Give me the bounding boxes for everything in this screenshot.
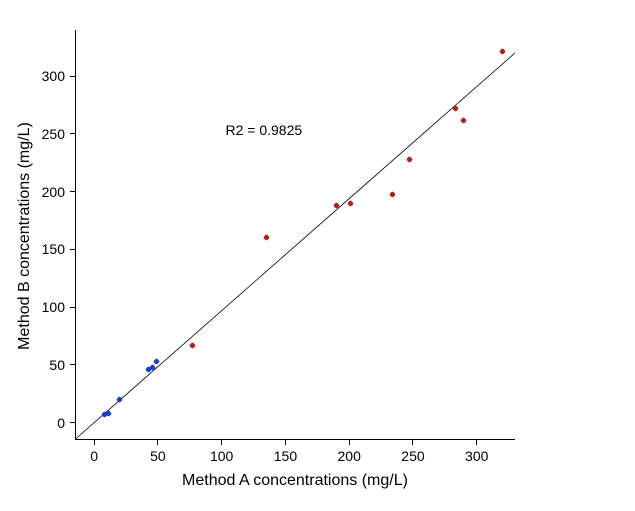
y-tick bbox=[70, 133, 75, 134]
y-tick-label: 200 bbox=[42, 184, 65, 200]
plot-border bbox=[75, 30, 515, 440]
x-tick-label: 200 bbox=[338, 448, 361, 464]
y-tick bbox=[70, 191, 75, 192]
data-point bbox=[333, 202, 340, 209]
x-tick bbox=[94, 440, 95, 445]
y-tick bbox=[70, 249, 75, 250]
y-tick bbox=[70, 307, 75, 308]
y-tick-label: 0 bbox=[57, 415, 65, 431]
data-point bbox=[406, 156, 413, 163]
x-tick-label: 250 bbox=[401, 448, 424, 464]
y-tick bbox=[70, 422, 75, 423]
plot-area: R2 = 0.9825 0501001502002503000501001502… bbox=[75, 30, 515, 440]
x-axis-label: Method A concentrations (mg/L) bbox=[182, 472, 408, 490]
data-point bbox=[389, 190, 396, 197]
data-point bbox=[452, 105, 459, 112]
regression-line bbox=[75, 30, 515, 440]
y-tick-label: 250 bbox=[42, 126, 65, 142]
scatter-chart: R2 = 0.9825 0 50 100 150 200 250 300 0 50 100 150 2… bbox=[0, 0, 635, 511]
data-point bbox=[189, 342, 196, 349]
y-tick-label: 100 bbox=[42, 299, 65, 315]
y-tick-label: 300 bbox=[42, 68, 65, 84]
data-point bbox=[153, 358, 160, 365]
data-point bbox=[499, 48, 506, 55]
y-tick bbox=[70, 364, 75, 365]
x-tick bbox=[349, 440, 350, 445]
x-tick bbox=[412, 440, 413, 445]
x-tick bbox=[285, 440, 286, 445]
x-tick-label: 0 bbox=[90, 448, 98, 464]
x-tick-label: 100 bbox=[210, 448, 233, 464]
x-tick bbox=[476, 440, 477, 445]
r-squared-annotation: R2 = 0.9825 bbox=[225, 122, 302, 138]
data-point bbox=[149, 364, 156, 371]
y-axis-label: Method B concentrations (mg/L) bbox=[16, 116, 34, 356]
x-tick bbox=[221, 440, 222, 445]
data-point bbox=[263, 234, 270, 241]
x-tick-label: 150 bbox=[274, 448, 297, 464]
x-tick bbox=[157, 440, 158, 445]
x-tick-label: 300 bbox=[465, 448, 488, 464]
y-tick bbox=[70, 76, 75, 77]
x-tick-label: 50 bbox=[150, 448, 166, 464]
data-point bbox=[460, 117, 467, 124]
y-tick-label: 150 bbox=[42, 241, 65, 257]
data-point bbox=[116, 396, 123, 403]
y-tick-label: 50 bbox=[49, 357, 65, 373]
data-point bbox=[347, 200, 354, 207]
